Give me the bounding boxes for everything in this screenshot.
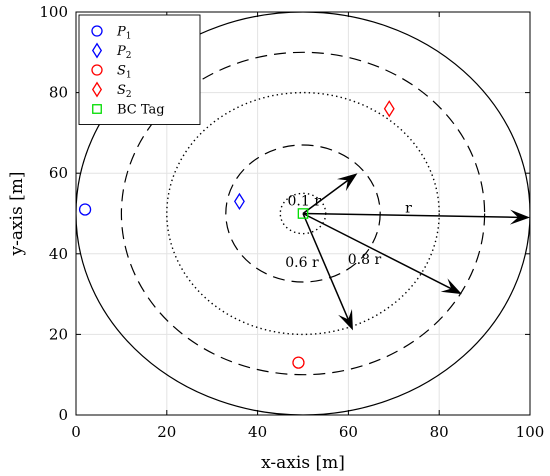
arrow-shaft xyxy=(302,213,349,320)
x-tick-label: 20 xyxy=(157,423,176,441)
legend-entry-subscript: 2 xyxy=(126,51,132,61)
legend-entry-label: BC Tag xyxy=(117,103,165,118)
x-tick-label: 40 xyxy=(248,423,267,441)
y-axis-label: y-axis [m] xyxy=(7,171,27,256)
arrow-shaft xyxy=(302,179,349,215)
y-tick-label: 20 xyxy=(49,325,68,343)
legend-entry-subscript: 2 xyxy=(126,90,132,100)
marker-diamond xyxy=(383,100,395,118)
marker-square xyxy=(297,208,309,219)
x-tick-label: 100 xyxy=(516,423,545,441)
arrow-head xyxy=(509,209,530,225)
marker-diamond xyxy=(91,42,103,59)
legend-box xyxy=(78,14,201,125)
legend-entry-subscript: 1 xyxy=(126,71,132,81)
plot-frame xyxy=(75,11,531,416)
data-points xyxy=(78,100,395,369)
circle-dashed xyxy=(225,144,381,283)
arrow-head xyxy=(440,278,462,295)
arrow-head xyxy=(336,173,358,192)
y-tick-label: 100 xyxy=(39,3,68,21)
y-tick-label: 80 xyxy=(49,84,68,102)
x-tick-label: 60 xyxy=(339,423,358,441)
arrow-shaft xyxy=(302,212,452,290)
marker-diamond xyxy=(91,81,103,98)
axis-ticks: 0 20 40 60 80 100 0 20 40 60 80 100 xyxy=(39,3,544,441)
legend-entry-name: P xyxy=(116,44,126,59)
legend-entry-name: S xyxy=(117,64,126,79)
arrow-label: 0.6 r xyxy=(285,255,319,271)
marker-circle xyxy=(78,203,92,216)
arrow-label: 0.8 r xyxy=(348,252,382,268)
legend-entry-name: S xyxy=(117,83,126,98)
range-circles xyxy=(76,12,530,415)
marker-circle xyxy=(91,64,103,76)
marker-circle xyxy=(292,356,305,369)
legend-entry-name: BC Tag xyxy=(117,103,165,118)
y-tick-label: 0 xyxy=(58,406,68,424)
legend-entry-label: P2 xyxy=(116,44,131,61)
y-tick-label: 60 xyxy=(49,164,68,182)
arrow-label: r xyxy=(405,201,412,217)
x-tick-label: 0 xyxy=(71,423,81,441)
arrow-head xyxy=(338,309,353,331)
arrow-shaft xyxy=(302,212,519,219)
marker-diamond xyxy=(233,192,245,211)
legend-entry-label: S1 xyxy=(117,64,132,81)
arrow-label: 0.1 r xyxy=(288,193,322,209)
x-tick-label: 80 xyxy=(430,423,449,441)
legend-entry-subscript: 1 xyxy=(126,32,132,42)
legend-entry-name: P xyxy=(116,25,126,40)
legend-entry-label: P1 xyxy=(116,25,131,42)
radius-arrows: r 0.8 r 0.6 r 0.1 r xyxy=(285,173,530,331)
marker-square xyxy=(92,104,102,114)
circle-dotted xyxy=(166,91,440,336)
marker-circle xyxy=(91,25,103,37)
circle-dashed xyxy=(120,51,486,376)
y-tick-label: 40 xyxy=(49,245,68,263)
x-axis-label: x-axis [m] xyxy=(261,453,345,473)
legend-entry-label: S2 xyxy=(117,83,132,100)
